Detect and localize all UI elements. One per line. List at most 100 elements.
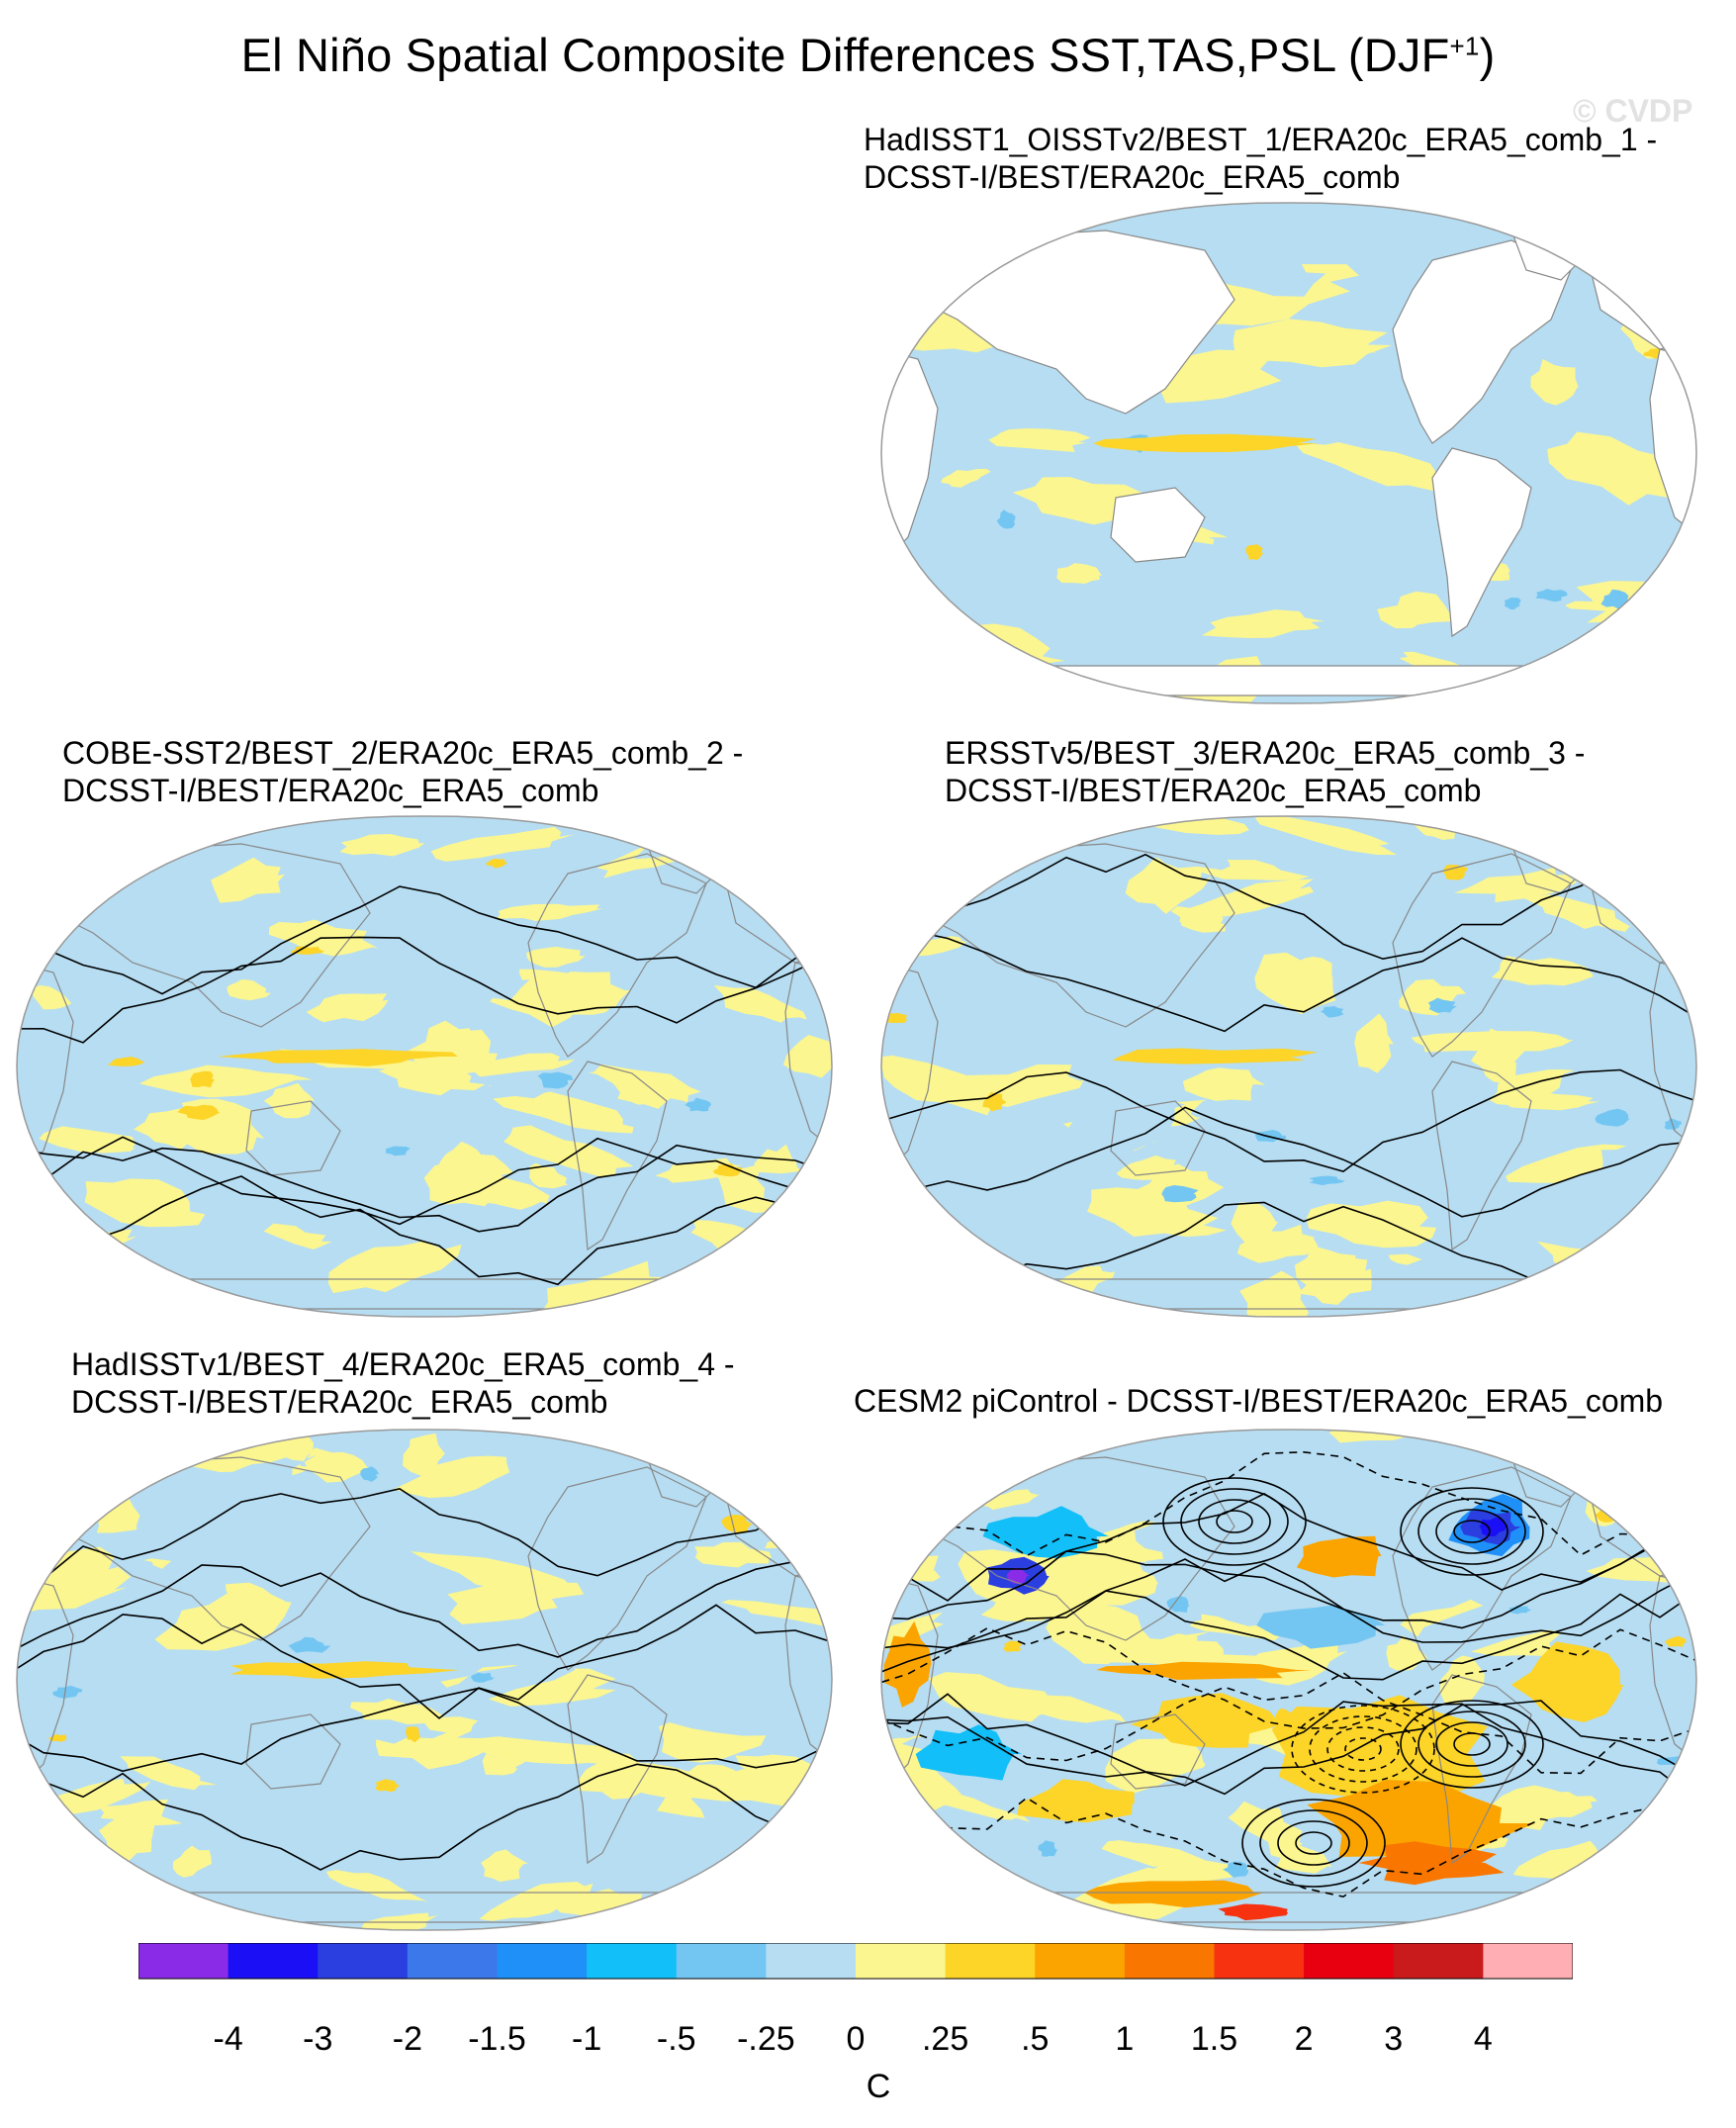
coastline-americas_s <box>1431 1061 1532 1251</box>
psl-contour-ring <box>1417 1711 1526 1778</box>
coastline-australia <box>245 1100 341 1176</box>
map-frame <box>16 815 833 1318</box>
coastline-africa_r <box>784 1575 832 1766</box>
anomaly-patch <box>904 241 949 292</box>
coastline-africa <box>17 1575 74 1786</box>
psl-contour <box>17 936 832 1044</box>
anomaly-patch <box>477 958 530 1001</box>
anomaly-patch <box>97 935 164 963</box>
anomaly-patch <box>885 1232 959 1256</box>
anomaly-core <box>1017 1779 1135 1823</box>
anomaly-spot <box>886 1012 907 1023</box>
anomaly-patch <box>1505 1144 1634 1183</box>
anomaly-patch <box>407 1020 498 1077</box>
anomaly-patch <box>1025 1467 1165 1516</box>
map-frame <box>16 1429 833 1931</box>
anomaly-patch <box>468 1736 638 1766</box>
anomaly-patch <box>1588 1595 1653 1646</box>
anomaly-core <box>883 1620 932 1708</box>
anomaly-patch <box>120 1756 218 1791</box>
anomaly-patch <box>881 293 920 342</box>
colorbar-swatch <box>1393 1943 1484 1979</box>
anomaly-patch <box>1529 204 1665 238</box>
psl-contour-ring <box>1453 1732 1491 1756</box>
anomaly-patch <box>327 1241 462 1294</box>
anomaly-patch <box>1399 978 1467 1016</box>
psl-contour-ring <box>1277 1820 1350 1866</box>
anomaly-spot <box>783 1476 812 1496</box>
anomaly-patch <box>503 1125 634 1177</box>
anomaly-patch <box>1203 1528 1266 1572</box>
anomaly-spot <box>1038 1840 1057 1857</box>
anomaly-core <box>1510 1641 1624 1722</box>
anomaly-patch <box>599 1459 650 1492</box>
colorbar-tick-label: 0 <box>846 2020 866 2058</box>
equatorial-band <box>217 1049 458 1066</box>
anomaly-core <box>1296 1535 1382 1578</box>
anomaly-spot <box>712 1163 743 1177</box>
colorbar-swatch <box>497 1943 588 1979</box>
map-frame <box>880 202 1697 704</box>
colorbar <box>138 1943 1573 1980</box>
psl-contour <box>881 1106 1696 1218</box>
coastline-americas_s <box>1431 447 1532 638</box>
anomaly-patch <box>758 849 814 882</box>
anomaly-patch <box>935 210 1015 259</box>
anomaly-patch <box>1222 1801 1303 1858</box>
anomaly-patch <box>526 946 586 968</box>
anomaly-core <box>982 1506 1109 1559</box>
anomaly-patch <box>1520 894 1632 933</box>
colorbar-tick-label: 4 <box>1473 2020 1493 2058</box>
anomaly-patch <box>986 475 1031 504</box>
anomaly-patch <box>1599 847 1679 891</box>
anomaly-patch <box>184 1847 316 1892</box>
colorbar-tick-label: -.5 <box>656 2020 696 2058</box>
colorbar-swatch <box>1214 1943 1305 1979</box>
anomaly-patch <box>662 1691 796 1736</box>
coastline-africa <box>881 1575 939 1786</box>
colorbar-swatch <box>1304 1943 1395 1979</box>
anomaly-patch <box>227 978 271 1001</box>
anomaly-patch <box>92 1434 164 1469</box>
panel-2-title: COBE-SST2/BEST_2/ERA20c_ERA5_comb_2 - DC… <box>62 735 744 808</box>
anomaly-patch <box>1622 1852 1678 1894</box>
anomaly-patch <box>881 1872 916 1910</box>
psl-contour <box>17 1144 832 1233</box>
anomaly-core <box>1479 1518 1508 1536</box>
anomaly-patch <box>17 843 148 876</box>
anomaly-core <box>1593 1487 1633 1508</box>
anomaly-patch <box>393 1455 510 1499</box>
anomaly-spot <box>406 1726 421 1743</box>
colorbar-tick-label: -1 <box>572 2020 602 2058</box>
panel-1-title: HadISST1_OISSTv2/BEST_1/ERA20c_ERA5_comb… <box>864 122 1658 195</box>
anomaly-patch <box>683 1018 734 1044</box>
psl-contour-ring <box>1259 1809 1368 1877</box>
equatorial-band <box>1096 1661 1312 1680</box>
anomaly-patch <box>1378 1215 1489 1260</box>
anomaly-spot <box>107 1057 145 1066</box>
anomaly-patch <box>462 1795 510 1842</box>
panel-3-title: ERSSTv5/BEST_3/ERA20c_ERA5_comb_3 - DCSS… <box>945 735 1586 808</box>
coastline-australia <box>245 1713 341 1790</box>
anomaly-patch <box>1034 1092 1149 1127</box>
panel-4-map <box>16 1429 833 1931</box>
anomaly-patch <box>1112 1798 1281 1871</box>
coastline-antarctic <box>1006 665 1572 696</box>
equatorial-band <box>1093 433 1320 453</box>
psl-contour-ring <box>1198 1499 1271 1544</box>
anomaly-patch <box>17 1546 132 1620</box>
psl-contour <box>17 1136 832 1226</box>
anomaly-spot <box>177 1104 221 1121</box>
psl-contour <box>881 1797 1696 1898</box>
anomaly-patch <box>574 1064 725 1114</box>
anomaly-patch <box>1233 319 1393 368</box>
anomaly-patch <box>881 1055 1015 1116</box>
psl-contour <box>17 1487 832 1580</box>
anomaly-core <box>1256 1605 1386 1649</box>
panel-5-title: CESM2 piControl - DCSST-I/BEST/ERA20c_ER… <box>854 1383 1664 1419</box>
psl-contour-ring <box>1453 1520 1491 1543</box>
map-frame <box>880 815 1697 1318</box>
anomaly-patch <box>1485 914 1568 968</box>
anomaly-patch <box>1101 1840 1199 1868</box>
anomaly-patch <box>306 993 389 1023</box>
